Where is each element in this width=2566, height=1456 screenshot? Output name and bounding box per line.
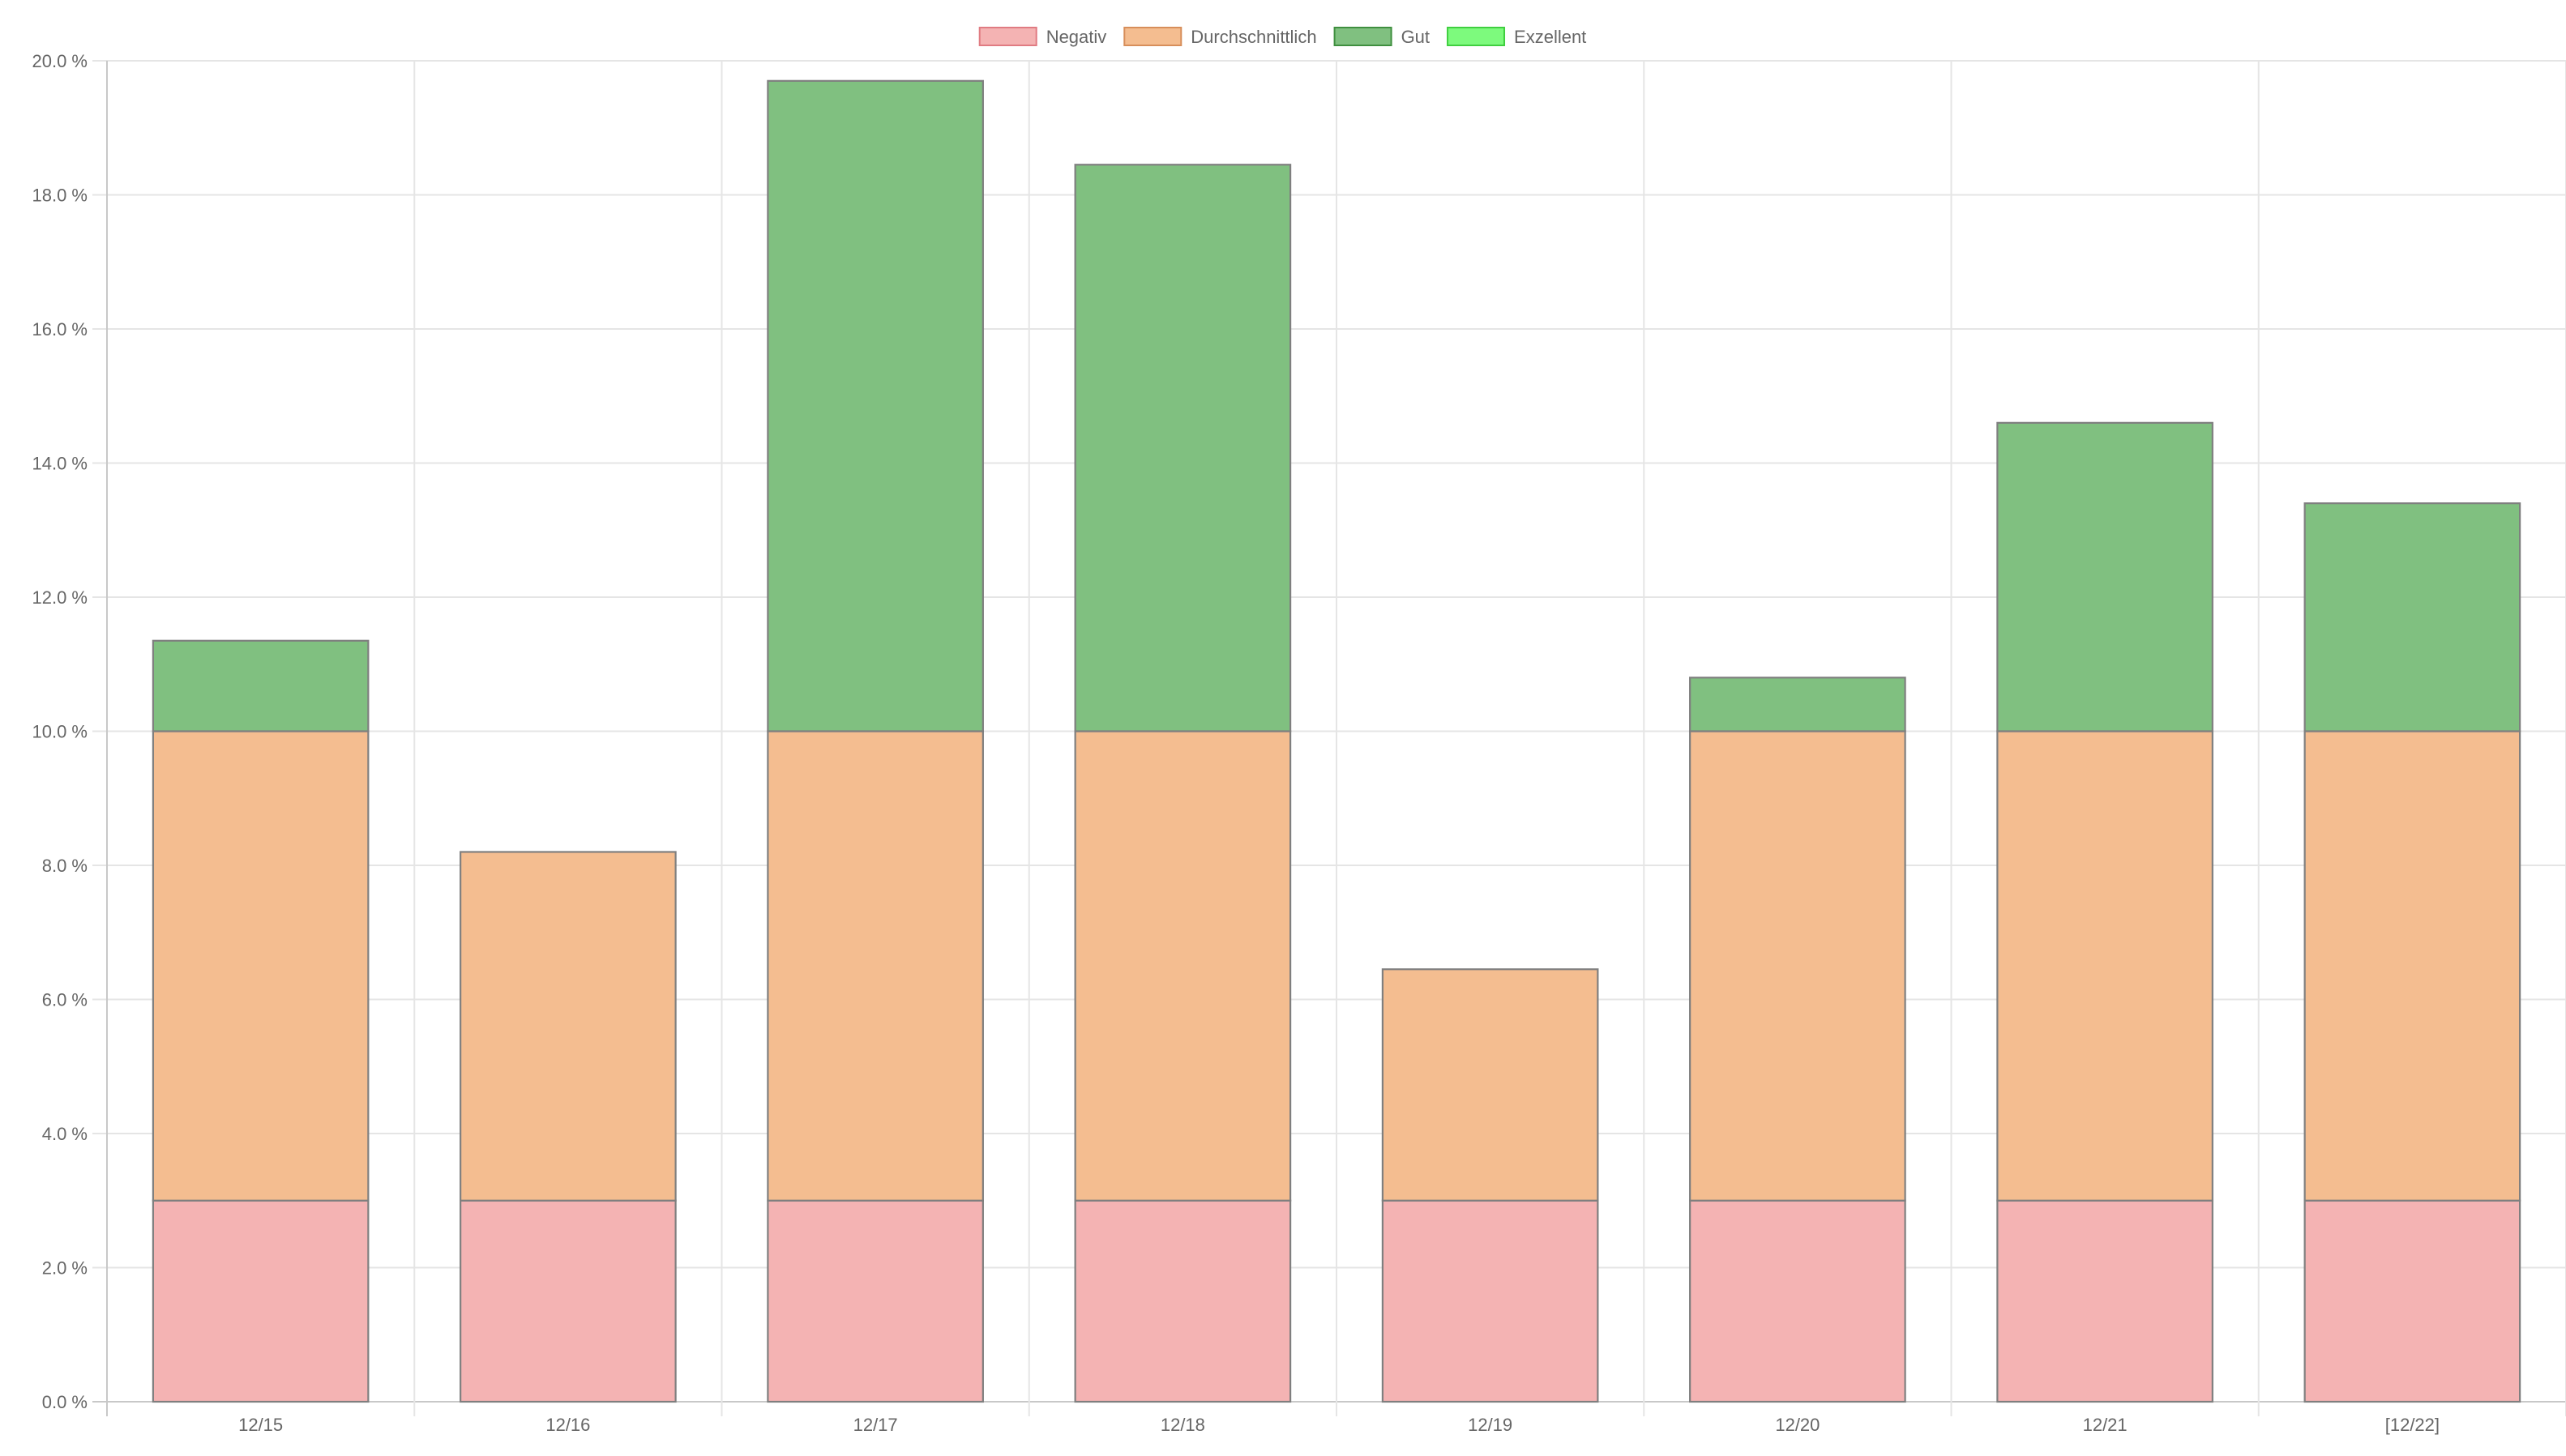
legend-swatch <box>978 27 1037 46</box>
bar-segment-gut[interactable] <box>2303 502 2521 732</box>
legend-swatch <box>1333 27 1392 46</box>
legend-swatch <box>1123 27 1182 46</box>
x-tick-label: 12/17 <box>853 1415 898 1435</box>
legend-label: Negativ <box>1046 27 1107 47</box>
legend-item-negativ[interactable]: Negativ <box>978 27 1107 47</box>
x-tick-label: 12/19 <box>1468 1415 1512 1435</box>
bar-segment-gut[interactable] <box>1689 677 1906 732</box>
bar-segment-negativ[interactable] <box>1996 1199 2213 1403</box>
grid <box>92 60 2566 1416</box>
bar-segment-durchschnittlich[interactable] <box>460 851 677 1202</box>
legend-swatch <box>1447 27 1506 46</box>
legend-item-durchschnittlich[interactable]: Durchschnittlich <box>1123 27 1317 47</box>
legend-item-exzellent[interactable]: Exzellent <box>1447 27 1586 47</box>
x-tick-label: 12/18 <box>1161 1415 1205 1435</box>
axes: 0.0 % 2.0 % 4.0 % 6.0 % 8.0 % 10.0 % 12.0 % 14.… <box>32 51 2440 1435</box>
y-tick-label: 6.0 % <box>42 990 88 1010</box>
x-tick-label: 12/16 <box>545 1415 590 1435</box>
bar-segment-negativ[interactable] <box>767 1199 984 1403</box>
bars <box>152 79 2521 1403</box>
y-tick-label: 10.0 % <box>32 722 88 742</box>
bar-segment-durchschnittlich[interactable] <box>2303 730 2521 1202</box>
legend-item-gut[interactable]: Gut <box>1333 27 1430 47</box>
legend-label: Durchschnittlich <box>1191 27 1316 47</box>
bar-segment-gut[interactable] <box>1996 421 2213 732</box>
x-tick-label: 12/21 <box>2083 1415 2128 1435</box>
bar-segment-negativ[interactable] <box>1381 1199 1599 1403</box>
bar-segment-negativ[interactable] <box>1689 1199 1906 1403</box>
bar-segment-durchschnittlich[interactable] <box>1996 730 2213 1202</box>
bar-segment-durchschnittlich[interactable] <box>1689 730 1906 1202</box>
bar-segment-durchschnittlich[interactable] <box>152 730 370 1202</box>
bar-segment-negativ[interactable] <box>152 1199 370 1403</box>
legend[interactable]: Negativ Durchschnittlich Gut Exzellent <box>978 27 1587 47</box>
y-tick-label: 4.0 % <box>42 1124 88 1144</box>
y-tick-label: 18.0 % <box>32 186 88 206</box>
bar-segment-negativ[interactable] <box>1074 1199 1292 1403</box>
legend-label: Gut <box>1401 27 1430 47</box>
x-tick-label: 12/15 <box>238 1415 283 1435</box>
y-tick-label: 2.0 % <box>42 1258 88 1279</box>
y-tick-label: 14.0 % <box>32 454 88 474</box>
bar-segment-gut[interactable] <box>1074 164 1292 732</box>
legend-label: Exzellent <box>1514 27 1586 47</box>
y-tick-label: 0.0 % <box>42 1392 88 1412</box>
x-tick-label: 12/20 <box>1775 1415 1820 1435</box>
y-tick-label: 8.0 % <box>42 856 88 876</box>
y-tick-label: 20.0 % <box>32 51 88 71</box>
y-tick-label: 12.0 % <box>32 587 88 608</box>
bar-segment-gut[interactable] <box>152 639 370 732</box>
bar-segment-durchschnittlich[interactable] <box>767 730 984 1202</box>
bar-segment-durchschnittlich[interactable] <box>1381 968 1599 1202</box>
bar-segment-durchschnittlich[interactable] <box>1074 730 1292 1202</box>
bar-segment-gut[interactable] <box>767 79 984 732</box>
bar-segment-negativ[interactable] <box>460 1199 677 1403</box>
y-tick-label: 16.0 % <box>32 319 88 339</box>
x-tick-label: [12/22] <box>2385 1415 2440 1435</box>
bar-segment-negativ[interactable] <box>2303 1199 2521 1403</box>
